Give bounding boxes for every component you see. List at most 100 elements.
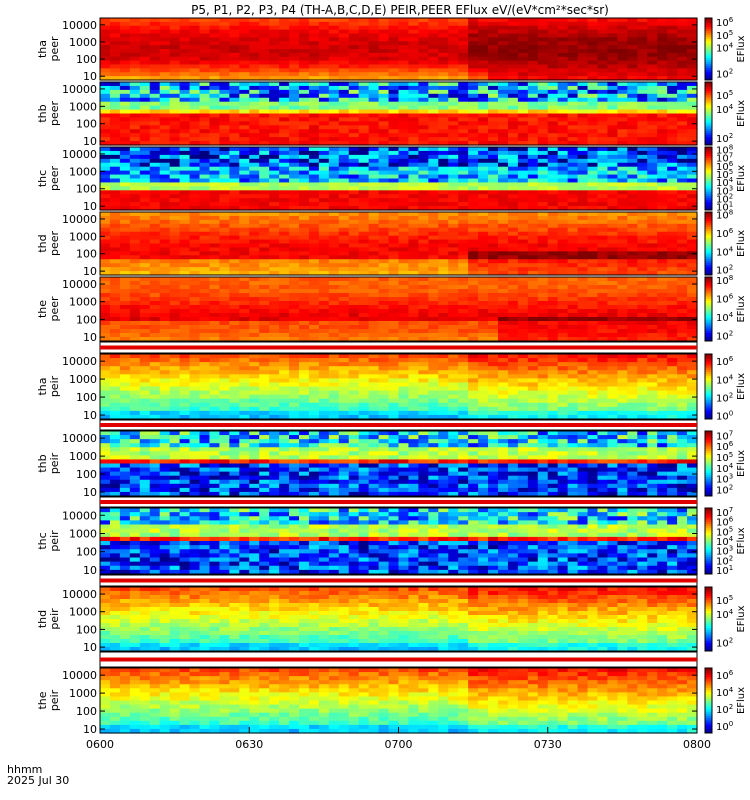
heatmap-cell (109, 121, 121, 126)
heatmap-cell (199, 85, 211, 91)
heatmap-cell (149, 72, 161, 77)
heatmap-cell (129, 235, 141, 241)
heatmap-cell (428, 285, 439, 290)
heatmap-cell (279, 255, 290, 260)
heatmap-cell (119, 97, 131, 103)
heatmap-cell (378, 41, 390, 46)
heatmap-cell (149, 333, 161, 338)
heatmap-cell (498, 223, 509, 229)
heatmap-cell (149, 293, 161, 298)
heatmap-cell (269, 105, 280, 111)
heatmap-cell (637, 182, 648, 187)
heatmap-cell (229, 259, 240, 264)
heatmap-cell (488, 105, 499, 111)
heatmap-cell (129, 325, 141, 330)
heatmap-cell (527, 325, 539, 330)
heatmap-cell (488, 329, 499, 334)
heatmap-cell (100, 49, 111, 54)
heatmap-cell (637, 109, 648, 115)
heatmap-cell (249, 25, 260, 31)
heatmap-cell (428, 89, 439, 95)
heatmap-cell (488, 247, 499, 252)
panel-frame (99, 146, 698, 211)
heatmap-cell (358, 133, 370, 138)
heatmap-cell (438, 198, 449, 203)
heatmap-cell (418, 137, 429, 142)
heatmap-cell (259, 72, 270, 77)
heatmap-cell (647, 147, 658, 152)
heatmap-cell (507, 259, 519, 264)
heatmap-cell (368, 89, 380, 95)
heatmap-cell (189, 178, 201, 184)
heatmap-cell (139, 97, 151, 103)
heatmap-cell (547, 227, 559, 233)
heatmap-cell (209, 333, 220, 338)
heatmap-cell (169, 251, 181, 256)
heatmap-cell (299, 285, 310, 290)
heatmap-cell (557, 150, 569, 156)
heatmap-cell (488, 182, 499, 187)
heatmap-cell (418, 60, 429, 66)
heatmap-cell (219, 45, 230, 50)
heatmap-cell (388, 337, 400, 342)
heatmap-cell (109, 206, 121, 211)
heatmap-cell (199, 227, 211, 233)
heatmap-cell (378, 227, 390, 233)
heatmap-cell (478, 190, 489, 195)
panel-probe-label: thb (36, 104, 49, 122)
heatmap-cell (687, 150, 698, 156)
heatmap-cell (577, 117, 589, 122)
heatmap-cell (100, 170, 111, 176)
heatmap-cell (607, 147, 618, 152)
heatmap-cell (338, 97, 350, 103)
heatmap-cell (657, 117, 668, 122)
heatmap-cell (338, 117, 350, 122)
heatmap-cell (358, 93, 370, 99)
heatmap-cell (368, 76, 380, 81)
heatmap-cell (677, 271, 688, 276)
heatmap-cell (607, 317, 618, 322)
heatmap-cell (507, 255, 519, 260)
heatmap-cell (219, 150, 230, 156)
heatmap-cell (577, 305, 589, 310)
heatmap-cell (338, 325, 350, 330)
heatmap-cell (100, 317, 111, 322)
heatmap-cell (239, 147, 250, 152)
heatmap-cell (308, 182, 320, 187)
heatmap-cell (637, 289, 648, 294)
heatmap-cell (199, 25, 211, 31)
heatmap-cell (398, 194, 410, 199)
heatmap-cell (438, 154, 449, 160)
heatmap-cell (239, 170, 250, 176)
heatmap-cell (338, 125, 350, 130)
heatmap-cell (318, 178, 330, 184)
heatmap-cell (209, 239, 220, 245)
heatmap-cell (527, 198, 539, 203)
heatmap-cell (557, 329, 569, 334)
heatmap-cell (537, 133, 549, 138)
heatmap-cell (547, 64, 559, 69)
heatmap-cell (368, 239, 380, 245)
heatmap-cell (478, 259, 489, 264)
heatmap-cell (269, 289, 280, 294)
heatmap-cell (647, 321, 658, 326)
heatmap-cell (368, 259, 380, 264)
heatmap-cell (149, 174, 161, 180)
heatmap-cell (139, 109, 151, 115)
panel-frame (99, 211, 698, 276)
heatmap-cell (398, 129, 410, 134)
heatmap-cell (537, 190, 549, 195)
heatmap-cell (398, 97, 410, 103)
heatmap-cell (647, 29, 658, 35)
heatmap-cell (607, 305, 618, 310)
heatmap-cell (159, 170, 171, 176)
heatmap-cell (109, 219, 121, 225)
heatmap-cell (318, 329, 330, 334)
heatmap-cell (428, 121, 439, 126)
heatmap-cell (607, 56, 618, 62)
heatmap-cell (249, 41, 260, 46)
heatmap-cell (318, 309, 330, 314)
heatmap-cell (478, 133, 489, 138)
heatmap-cell (448, 117, 459, 122)
heatmap-cell (498, 263, 509, 268)
